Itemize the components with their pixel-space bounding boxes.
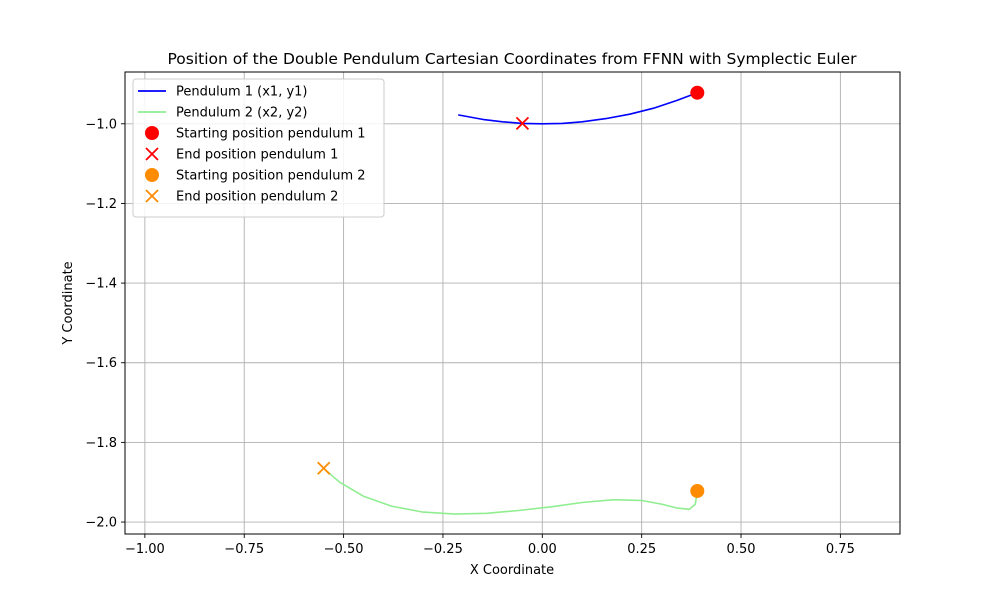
y-tick-label: −2.0: [85, 516, 117, 531]
legend-box: [132, 78, 385, 218]
plot-area-frame: [124, 71, 901, 535]
legend-swatch-starting-position-pendulum-1: [145, 126, 159, 140]
marker-end-position-pendulum-1: [515, 116, 530, 131]
x-tick-label: −0.50: [324, 542, 364, 557]
marker-end-position-pendulum-2: [317, 461, 331, 475]
x-tick-label: 0.25: [627, 542, 656, 557]
legend-label-end-position-pendulum-2: End position pendulum 2: [176, 190, 338, 205]
x-tick-label: 0.00: [528, 542, 557, 557]
y-tick-label: −1.2: [85, 197, 117, 212]
y-tick-label: −1.6: [85, 356, 117, 371]
y-axis: −1.0 −1.2 −1.4 −1.6 −1.8 −2.0: [85, 117, 125, 531]
legend-label-pendulum-2-x2-y2: Pendulum 2 (x2, y2): [176, 106, 308, 121]
series-layer: [317, 85, 705, 515]
marker-starting-position-pendulum-1: [690, 85, 705, 100]
y-tick-label: −1.8: [85, 436, 117, 451]
legend-swatch-starting-position-pendulum-2: [145, 168, 159, 182]
x-tick-label: −1.00: [125, 542, 165, 557]
x-tick-label: 0.50: [727, 542, 756, 557]
legend-label-starting-position-pendulum-1: Starting position pendulum 1: [176, 127, 366, 142]
marker-starting-position-pendulum-2: [690, 483, 705, 498]
y-axis-label: Y Coordinate: [61, 261, 76, 345]
chart-title: Position of the Double Pendulum Cartesia…: [168, 50, 858, 68]
legend-swatch-end-position-pendulum-2: [145, 189, 159, 203]
legend-swatch-end-position-pendulum-1: [145, 147, 159, 161]
x-tick-label: −0.25: [423, 542, 463, 557]
x-tick-label: 0.75: [826, 542, 855, 557]
x-axis-label: X Coordinate: [470, 563, 554, 578]
y-tick-label: −1.0: [85, 117, 117, 132]
x-tick-label: −0.75: [224, 542, 264, 557]
legend-label-starting-position-pendulum-2: Starting position pendulum 2: [176, 169, 366, 184]
x-axis: −1.00 −0.75 −0.50 −0.25 0.00 0.25 0.50 0.75: [125, 534, 855, 557]
legend-label-pendulum-1-x1-y1: Pendulum 1 (x1, y1): [176, 85, 308, 100]
legend-label-end-position-pendulum-1: End position pendulum 1: [176, 148, 338, 163]
series-line-pendulum-1-x1-y1: [457, 91, 699, 125]
y-tick-label: −1.4: [85, 277, 117, 292]
series-line-pendulum-2-x2-y2: [322, 467, 699, 515]
legend: Pendulum 1 (x1, y1) Pendulum 2 (x2, y2) St…: [132, 78, 385, 218]
